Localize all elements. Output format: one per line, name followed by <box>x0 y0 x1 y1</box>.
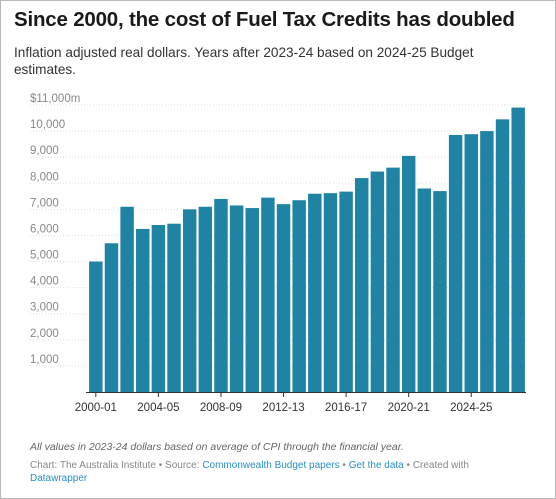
bar <box>182 209 197 392</box>
chart-credit-text: Chart: The Australia Institute <box>30 460 156 471</box>
chart-title: Since 2000, the cost of Fuel Tax Credits… <box>14 8 515 31</box>
bar <box>261 197 275 392</box>
bar <box>495 119 510 392</box>
x-tick-label: 2012-13 <box>262 402 304 414</box>
bar <box>89 261 103 392</box>
chart-credits: Chart: The Australia Institute • Source:… <box>30 459 510 485</box>
bar <box>276 204 291 392</box>
y-tick-label: $11,000m <box>30 93 80 105</box>
source-link[interactable]: Commonwealth Budget papers <box>202 460 340 471</box>
y-tick-label: 7,000 <box>30 197 59 209</box>
x-tick-label: 2024-25 <box>450 402 492 414</box>
bar <box>198 206 213 392</box>
chart-subtitle: Inflation adjusted real dollars. Years a… <box>14 45 474 77</box>
y-tick-label: 8,000 <box>30 171 59 183</box>
y-tick-label: 4,000 <box>30 276 59 288</box>
x-tick-label: 2004-05 <box>137 402 179 414</box>
datawrapper-link[interactable]: Datawrapper <box>30 473 88 484</box>
chart-note: All values in 2023-24 dollars based on a… <box>30 441 404 453</box>
y-tick-label: 1,000 <box>30 354 59 366</box>
y-tick-label: 2,000 <box>30 328 59 340</box>
bar <box>245 208 259 392</box>
bar <box>386 167 400 392</box>
separator-dot: • <box>342 460 346 471</box>
x-tick-label: 2020-21 <box>388 402 430 414</box>
bar <box>448 135 463 392</box>
y-tick-label: 9,000 <box>30 145 59 157</box>
bar <box>136 228 150 392</box>
bar <box>323 193 338 392</box>
bar <box>120 206 134 392</box>
y-tick-label: 6,000 <box>30 223 59 235</box>
bar <box>308 193 322 392</box>
y-tick-label: 3,000 <box>30 302 59 314</box>
bar <box>229 205 244 392</box>
bar <box>292 200 306 392</box>
bar <box>480 131 494 392</box>
x-tick-label: 2016-17 <box>325 402 367 414</box>
bar <box>355 178 369 392</box>
bar <box>464 134 478 393</box>
bar <box>401 155 416 392</box>
y-tick-label: 5,000 <box>30 250 59 262</box>
bar <box>370 171 385 392</box>
source-label: • Source: <box>158 460 200 471</box>
bar <box>151 225 166 392</box>
bar <box>167 223 181 392</box>
y-tick-label: 10,000 <box>30 119 65 131</box>
x-tick-label: 2008-09 <box>200 402 242 414</box>
bar <box>104 243 119 392</box>
x-tick-label: 2000-01 <box>75 402 117 414</box>
bar-chart: 1,000 2,000 3,000 4,000 5,000 6,000 7,000 8,000… <box>30 93 526 414</box>
bar <box>417 188 432 392</box>
bar <box>511 107 525 392</box>
get-the-data-link[interactable]: Get the data <box>348 460 404 471</box>
created-with-label: • Created with <box>406 460 469 471</box>
bar <box>214 198 228 392</box>
bar <box>339 191 353 392</box>
bar <box>433 191 447 392</box>
